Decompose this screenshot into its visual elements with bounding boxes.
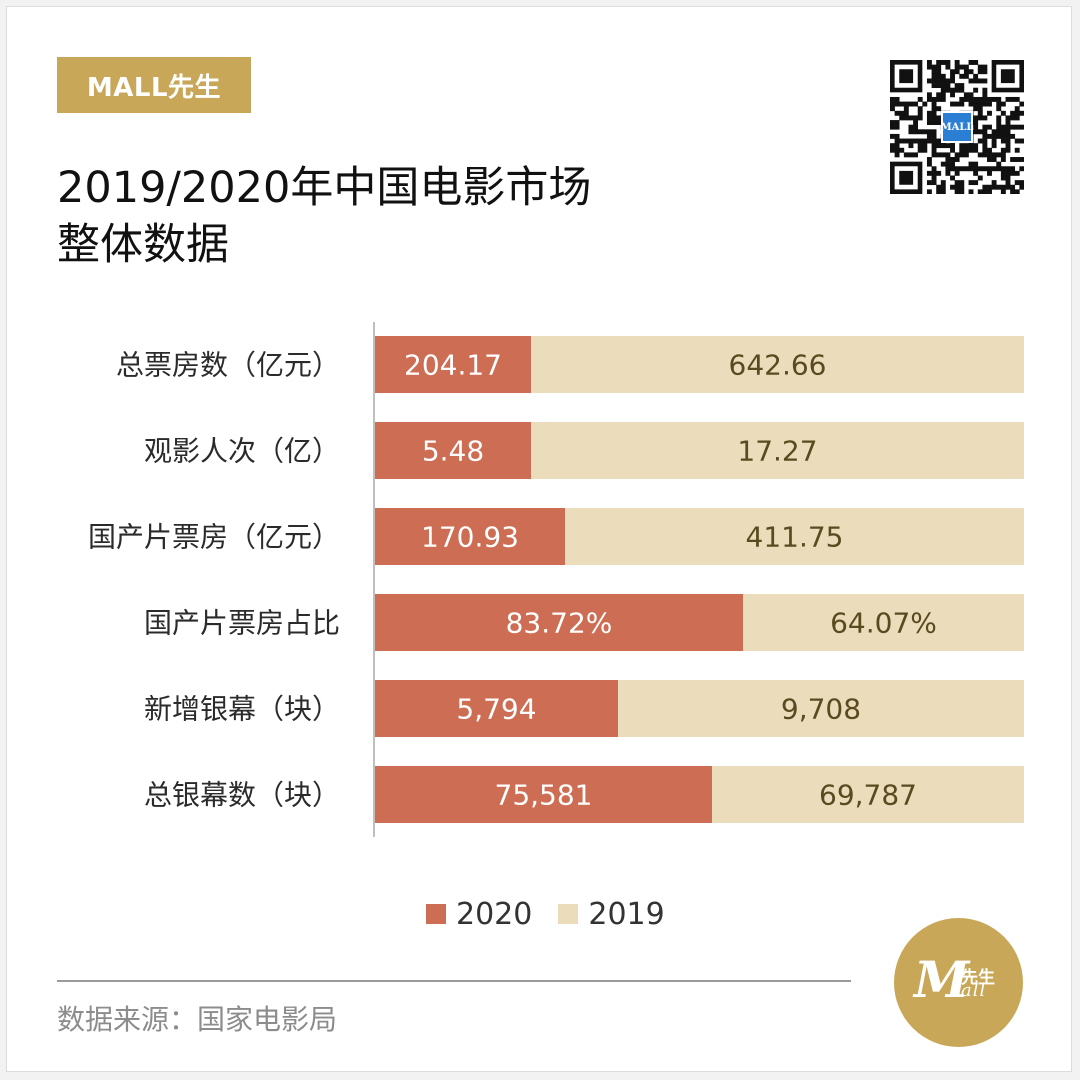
qr-finder-0 — [890, 60, 923, 93]
bar-2019-4 — [618, 680, 1024, 737]
label-2019-3: 64.07% — [830, 607, 937, 640]
category-label-1: 观影人次（亿） — [144, 435, 340, 468]
bar-2020-0 — [375, 336, 531, 393]
brand-logo-icon: M 先生 all — [894, 918, 1023, 1047]
qr-logo-icon: MALL — [941, 111, 973, 143]
category-label-3: 国产片票房占比 — [144, 607, 340, 640]
chart-legend: 2020 2019 — [426, 894, 691, 934]
qr-logo-text: MALL — [940, 121, 974, 133]
chart-axis-line — [373, 322, 375, 837]
bar-2020-4 — [375, 680, 618, 737]
label-2019-4: 9,708 — [781, 693, 861, 726]
label-2020-2: 170.93 — [421, 521, 519, 554]
bar-2020-3 — [375, 594, 743, 651]
label-2020-4: 5,794 — [456, 693, 536, 726]
qr-finder-1 — [991, 60, 1024, 93]
legend-label-2019: 2019 — [588, 896, 665, 932]
label-2019-1: 17.27 — [737, 435, 817, 468]
category-label-2: 国产片票房（亿元） — [88, 521, 340, 554]
label-2019-5: 69,787 — [819, 779, 917, 812]
label-2019-2: 411.75 — [746, 521, 844, 554]
label-2020-5: 75,581 — [495, 779, 593, 812]
bar-2020-2 — [375, 508, 565, 565]
legend-swatch-2019 — [558, 904, 579, 924]
title-line-2: 整体数据 — [57, 220, 229, 270]
label-2020-3: 83.72% — [506, 607, 613, 640]
data-source: 数据来源：国家电影局 — [57, 1003, 338, 1036]
qr-finder-2 — [890, 161, 923, 194]
legend-item-2019: 2019 — [558, 896, 665, 932]
label-2019-0: 642.66 — [729, 349, 827, 382]
legend-label-2020: 2020 — [456, 896, 533, 932]
bar-2019-2 — [565, 508, 1024, 565]
label-2020-0: 204.17 — [404, 349, 502, 382]
category-label-0: 总票房数（亿元） — [116, 349, 340, 382]
label-2020-1: 5.48 — [422, 435, 484, 468]
category-label-5: 总银幕数（块） — [144, 779, 340, 812]
legend-swatch-2020 — [426, 904, 446, 924]
bar-2019-3 — [743, 594, 1024, 651]
bar-2019-1 — [531, 422, 1024, 479]
logo-m: M — [914, 950, 970, 1009]
brand-tag: MALL先生 — [57, 57, 251, 113]
qr-code — [890, 60, 1024, 194]
logo-en: all — [961, 980, 987, 1001]
footer-divider — [57, 980, 851, 982]
bar-2019-5 — [712, 766, 1024, 823]
logo-cn: 先生 — [961, 968, 995, 988]
page-title: 2019/2020年中国电影市场 整体数据 — [57, 160, 777, 274]
bar-2020-1 — [375, 422, 531, 479]
category-label-4: 新增银幕（块） — [144, 693, 340, 726]
legend-item-2020: 2020 — [426, 897, 532, 932]
bar-2019-0 — [531, 336, 1024, 393]
bar-2020-5 — [375, 766, 712, 823]
title-line-1: 2019/2020年中国电影市场 — [57, 163, 592, 213]
